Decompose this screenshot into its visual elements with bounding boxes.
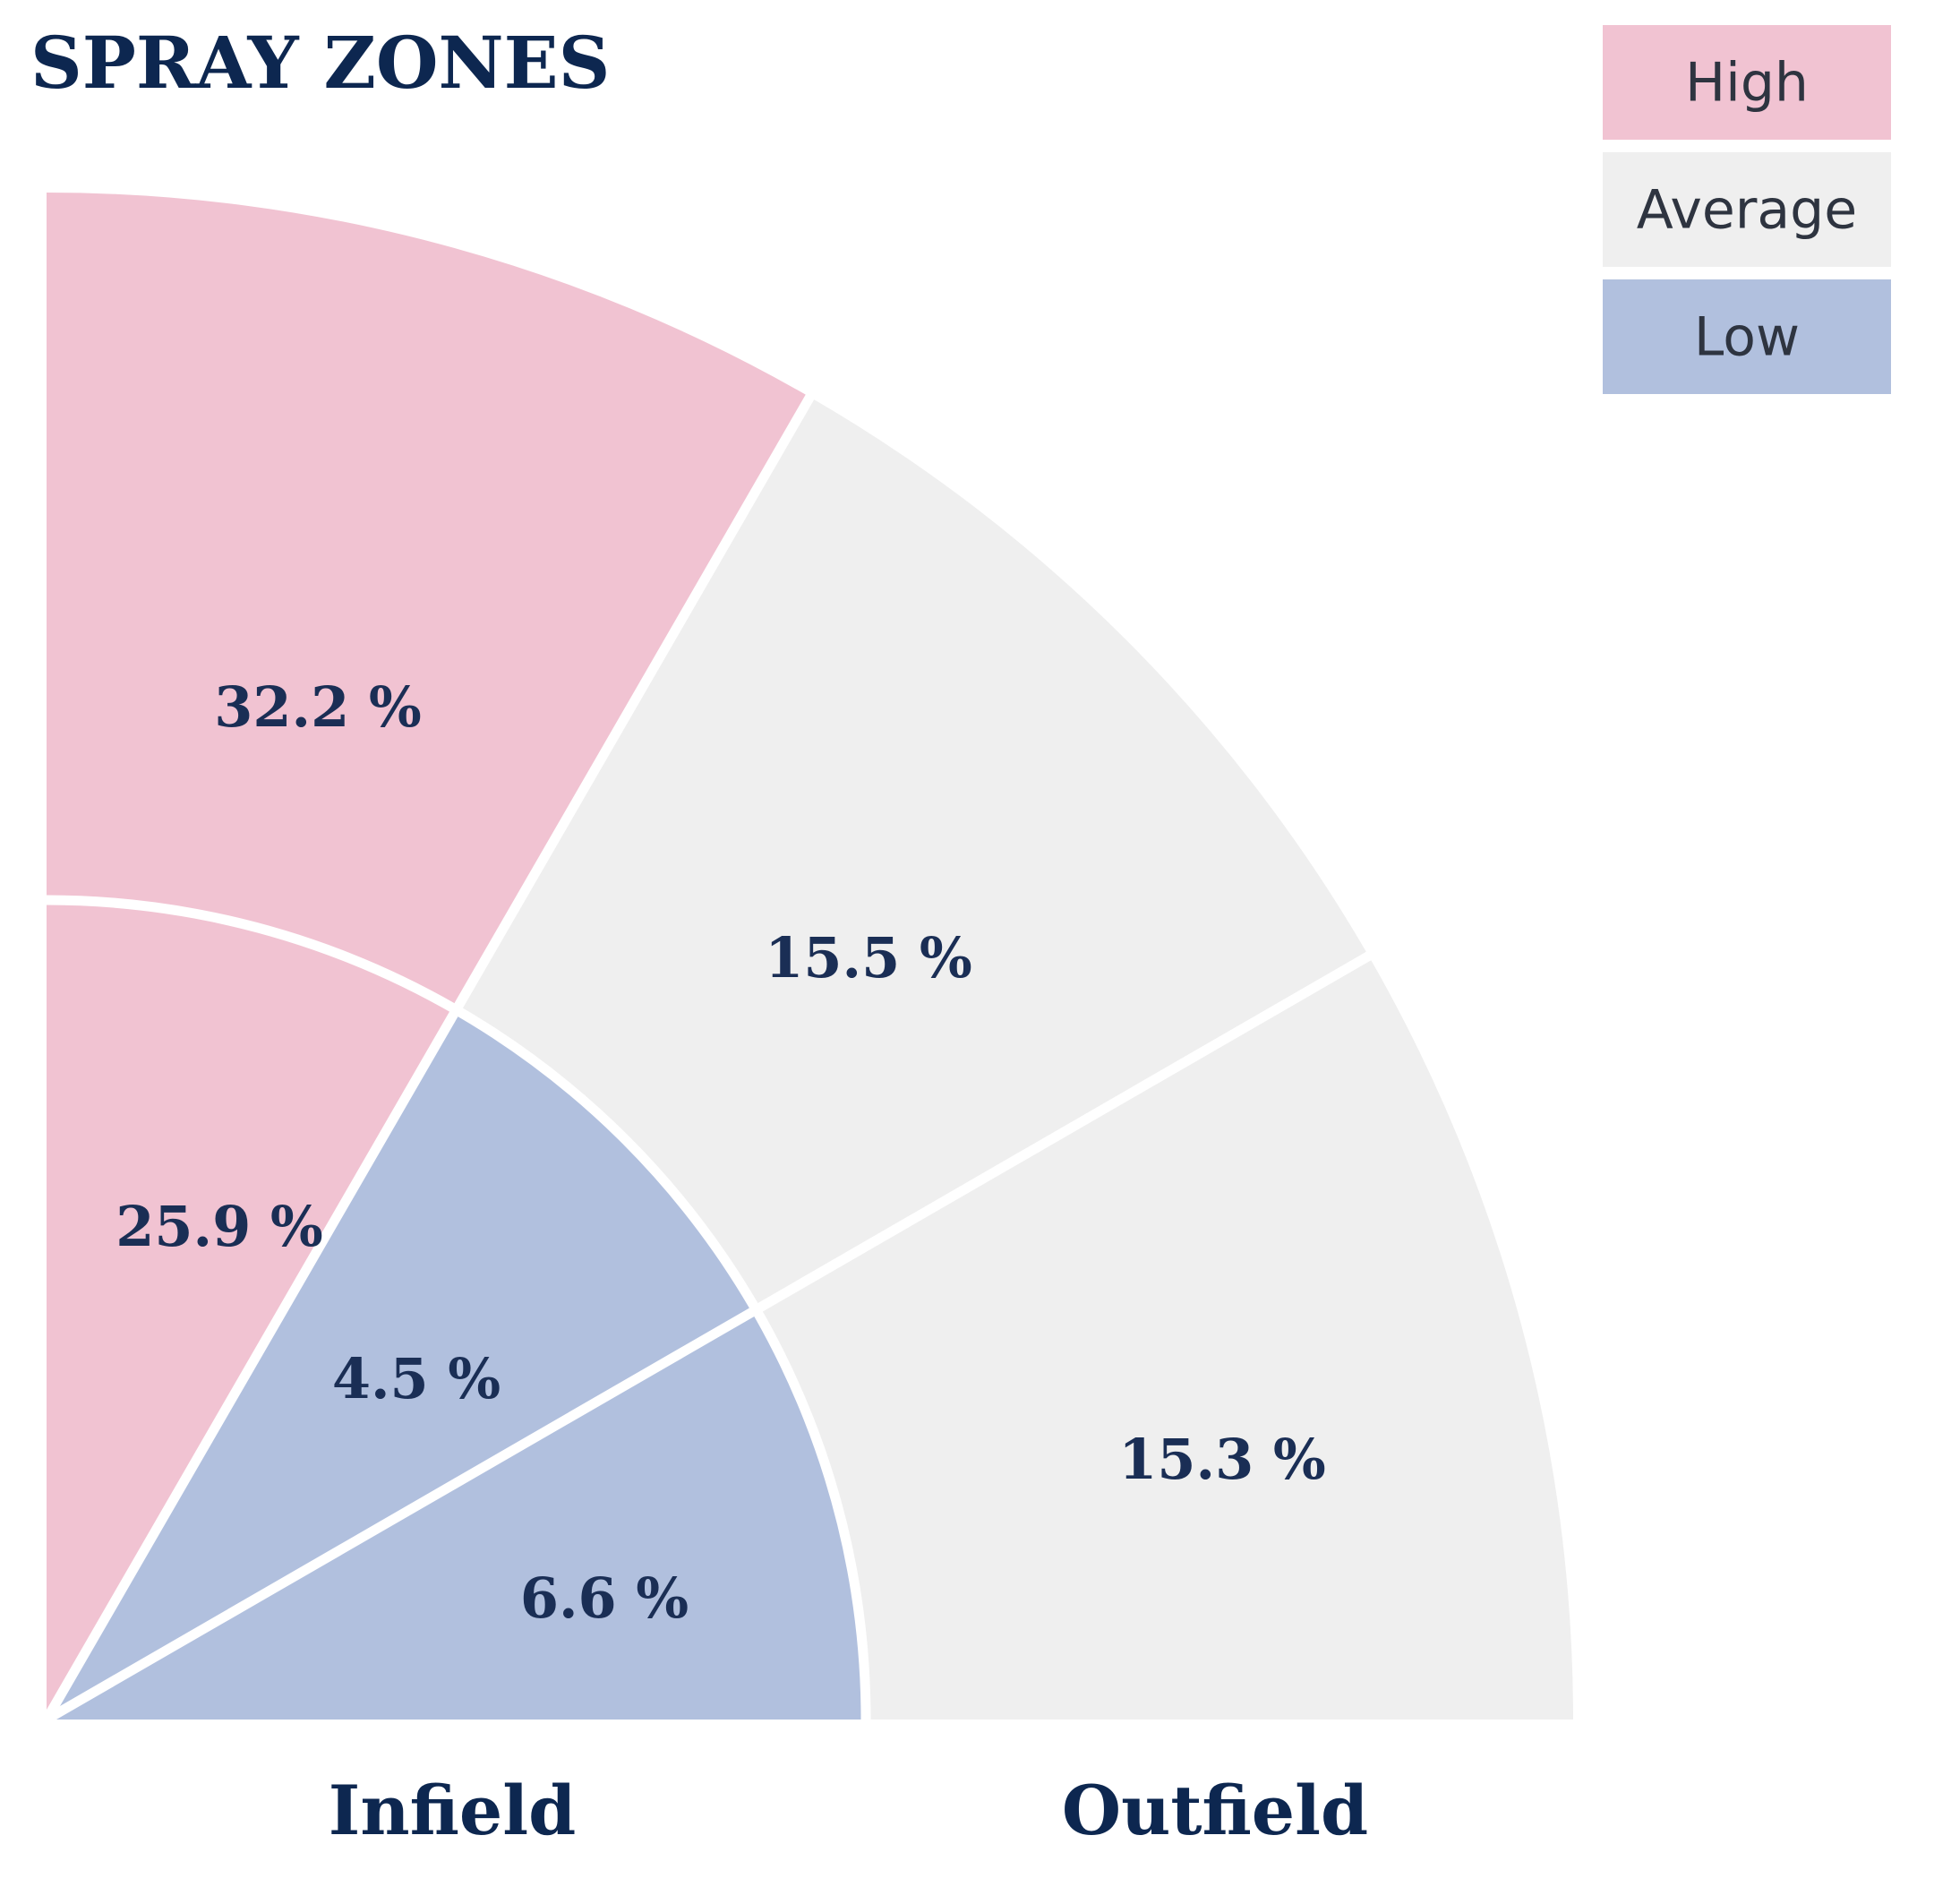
zone-outfield-center (456, 397, 1369, 1310)
section-label-infield: Infield (329, 1771, 576, 1850)
legend-label-average: Average (1637, 179, 1857, 242)
legend-swatch-high (1603, 25, 1891, 140)
zone-outfield-right (756, 956, 1573, 1720)
zone-value-outfield-right: 15.3 % (1118, 1427, 1326, 1492)
zone-value-infield-center: 4.5 % (332, 1346, 501, 1411)
infield-boundary-arc (46, 895, 871, 1720)
zone-value-outfield-center: 15.5 % (765, 925, 972, 991)
zone-labels-layer: 32.2 % 15.5 % 15.3 % 25.9 % 4.5 % 6.6 % (116, 674, 1326, 1631)
zone-divider-30 (44, 947, 1379, 1724)
zone-infield-right (47, 1309, 866, 1720)
legend-swatch-low (1603, 279, 1891, 394)
zone-divider-60 (42, 387, 819, 1722)
legend-swatch-average (1603, 152, 1891, 267)
section-label-outfield: Outfield (1062, 1771, 1368, 1850)
zones-layer (42, 193, 1573, 1724)
legend-label-high: High (1685, 52, 1809, 115)
zone-outfield-left (47, 193, 810, 1010)
zone-value-infield-left: 25.9 % (116, 1194, 323, 1259)
zone-infield-center (47, 1009, 757, 1720)
zone-infield-left (47, 900, 457, 1720)
legend: High Average Low (1603, 25, 1891, 394)
zone-value-infield-right: 6.6 % (520, 1565, 689, 1631)
legend-label-low: Low (1694, 306, 1800, 369)
zone-value-outfield-left: 32.2 % (214, 674, 422, 740)
chart-title: SPRAY ZONES (30, 21, 610, 105)
